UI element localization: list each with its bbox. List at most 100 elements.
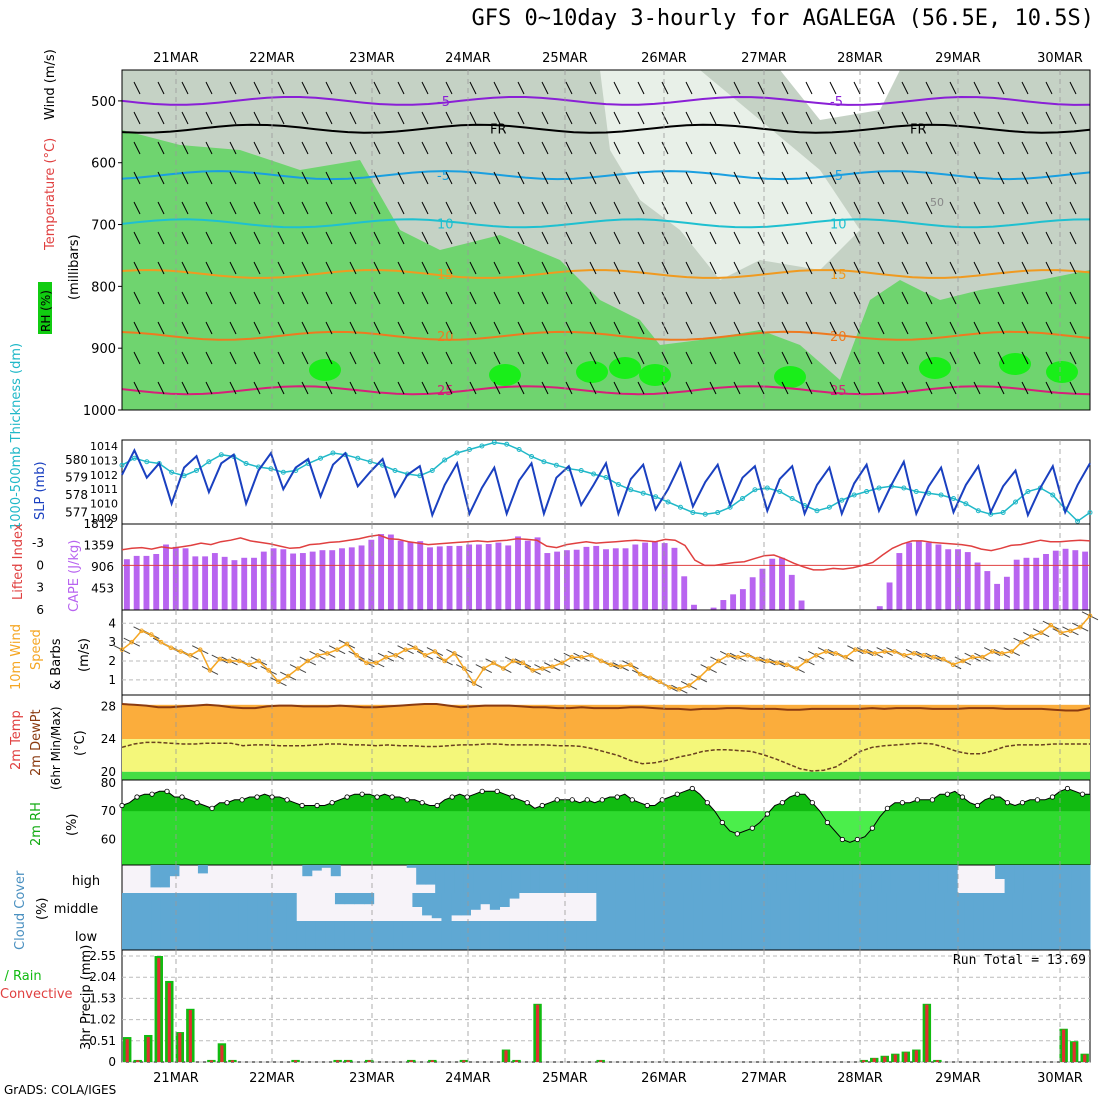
thickness-tick-label: 579 <box>65 471 88 485</box>
cloud-cell <box>463 865 474 893</box>
wind-speed-point <box>237 658 242 664</box>
thickness-point <box>826 504 832 510</box>
wind-barb <box>301 201 309 215</box>
wind-barb <box>469 321 477 335</box>
temperature-axis-label: Temperature (°C) <box>43 138 58 251</box>
wind-barb <box>1045 171 1053 185</box>
cape-bar <box>906 542 913 610</box>
wind-barb <box>901 321 909 335</box>
wind-barb <box>637 201 645 215</box>
wind-barb <box>781 141 789 155</box>
cloud-cell <box>334 893 346 905</box>
wind-barb <box>253 111 261 125</box>
wind-barb <box>733 231 741 245</box>
rh-point <box>509 794 515 800</box>
contour-label: 50 <box>930 196 944 209</box>
wind-barb <box>757 291 765 305</box>
wind-speed-point <box>618 664 623 669</box>
wind-barb <box>637 141 645 155</box>
wind-speed-point <box>481 666 487 671</box>
thickness-point <box>975 508 981 514</box>
wind-speed-point <box>1048 622 1054 628</box>
wind-barb <box>157 111 165 125</box>
wind-barb <box>349 81 357 95</box>
wind-barb <box>877 351 885 365</box>
precip-convective-bar <box>346 1060 350 1062</box>
cloud-cell <box>509 921 520 950</box>
wind-speed-point <box>882 649 887 654</box>
rh-saturated-blob <box>919 357 951 379</box>
wind-barb <box>733 261 741 275</box>
wind-barb <box>1021 171 1029 185</box>
wind-barb <box>805 141 813 155</box>
wind-axis-label: Wind (m/s) <box>43 49 58 120</box>
wind-barb <box>349 351 357 365</box>
wind-speed-point <box>403 647 408 652</box>
wind-barb <box>709 111 717 125</box>
precip-convective-bar <box>504 1050 508 1062</box>
cloud-cell <box>664 921 675 950</box>
temp-band <box>122 739 1090 772</box>
cloud-cell <box>247 921 259 950</box>
thickness-tick-label: 577 <box>65 506 88 520</box>
wind-barb <box>1045 141 1053 155</box>
wind-speed-point <box>559 660 565 666</box>
wind-barb <box>709 231 717 245</box>
cloud-cell <box>606 893 617 921</box>
precip-convective-bar <box>535 1004 540 1062</box>
wind-barb <box>877 171 885 185</box>
cloud-cell <box>625 893 636 921</box>
wind-barb <box>613 291 621 305</box>
cloud-cell <box>964 893 975 921</box>
cloud-cell <box>1002 921 1014 950</box>
wind-barb <box>445 291 453 305</box>
cloud-cell <box>877 893 888 921</box>
cloud-cell <box>890 865 901 893</box>
wind-tick-label: 3 <box>108 635 116 649</box>
wind-barb <box>133 231 141 245</box>
cloud-cell <box>122 893 133 921</box>
wind-barb <box>757 201 765 215</box>
cloud-cell <box>857 921 868 950</box>
temp-band <box>122 704 1090 740</box>
wind-barb <box>637 231 645 245</box>
cloud-cell <box>886 921 897 950</box>
wind-barb <box>661 111 669 125</box>
wind-barb <box>829 261 837 275</box>
wind-barb <box>853 81 861 95</box>
wind-barb <box>397 231 405 245</box>
cloud-cell <box>1002 893 1014 921</box>
wind-barb <box>733 381 741 395</box>
wind-barb <box>253 81 261 95</box>
wind-barb <box>853 291 861 305</box>
cape-bar <box>651 541 658 610</box>
rh-point <box>344 794 350 800</box>
wind-barb <box>781 81 789 95</box>
cloud-cell <box>857 893 868 921</box>
wind-barb <box>325 231 333 245</box>
thickness-point <box>1075 518 1081 524</box>
wind-speed-point <box>305 658 311 664</box>
cloud-cell <box>431 921 442 950</box>
temp-ylabel-group: 2m Temp <box>9 710 24 770</box>
wind-barb <box>421 141 429 155</box>
li-tick-label: 3 <box>36 581 44 595</box>
cape-bar <box>436 546 443 610</box>
wind-barb <box>781 201 789 215</box>
wind-speed-point <box>794 666 799 671</box>
rh-point <box>584 797 590 803</box>
cloud-cell <box>539 865 550 893</box>
precip-tick-label: 0.51 <box>89 1034 116 1048</box>
wind-barb <box>901 201 909 215</box>
wind-barb <box>517 111 525 125</box>
cape-bar <box>427 547 433 610</box>
precip-convective-bar <box>872 1058 876 1062</box>
wind-speed-point <box>276 679 281 684</box>
cloud-cell <box>577 865 588 893</box>
pressure-ylabel-group: (millibars) <box>67 234 82 300</box>
wind-barb <box>133 171 141 185</box>
dewpoint-line <box>121 741 1090 772</box>
wind-barb <box>469 231 477 245</box>
wind-barb <box>709 171 717 185</box>
cloud-cell <box>731 921 743 950</box>
